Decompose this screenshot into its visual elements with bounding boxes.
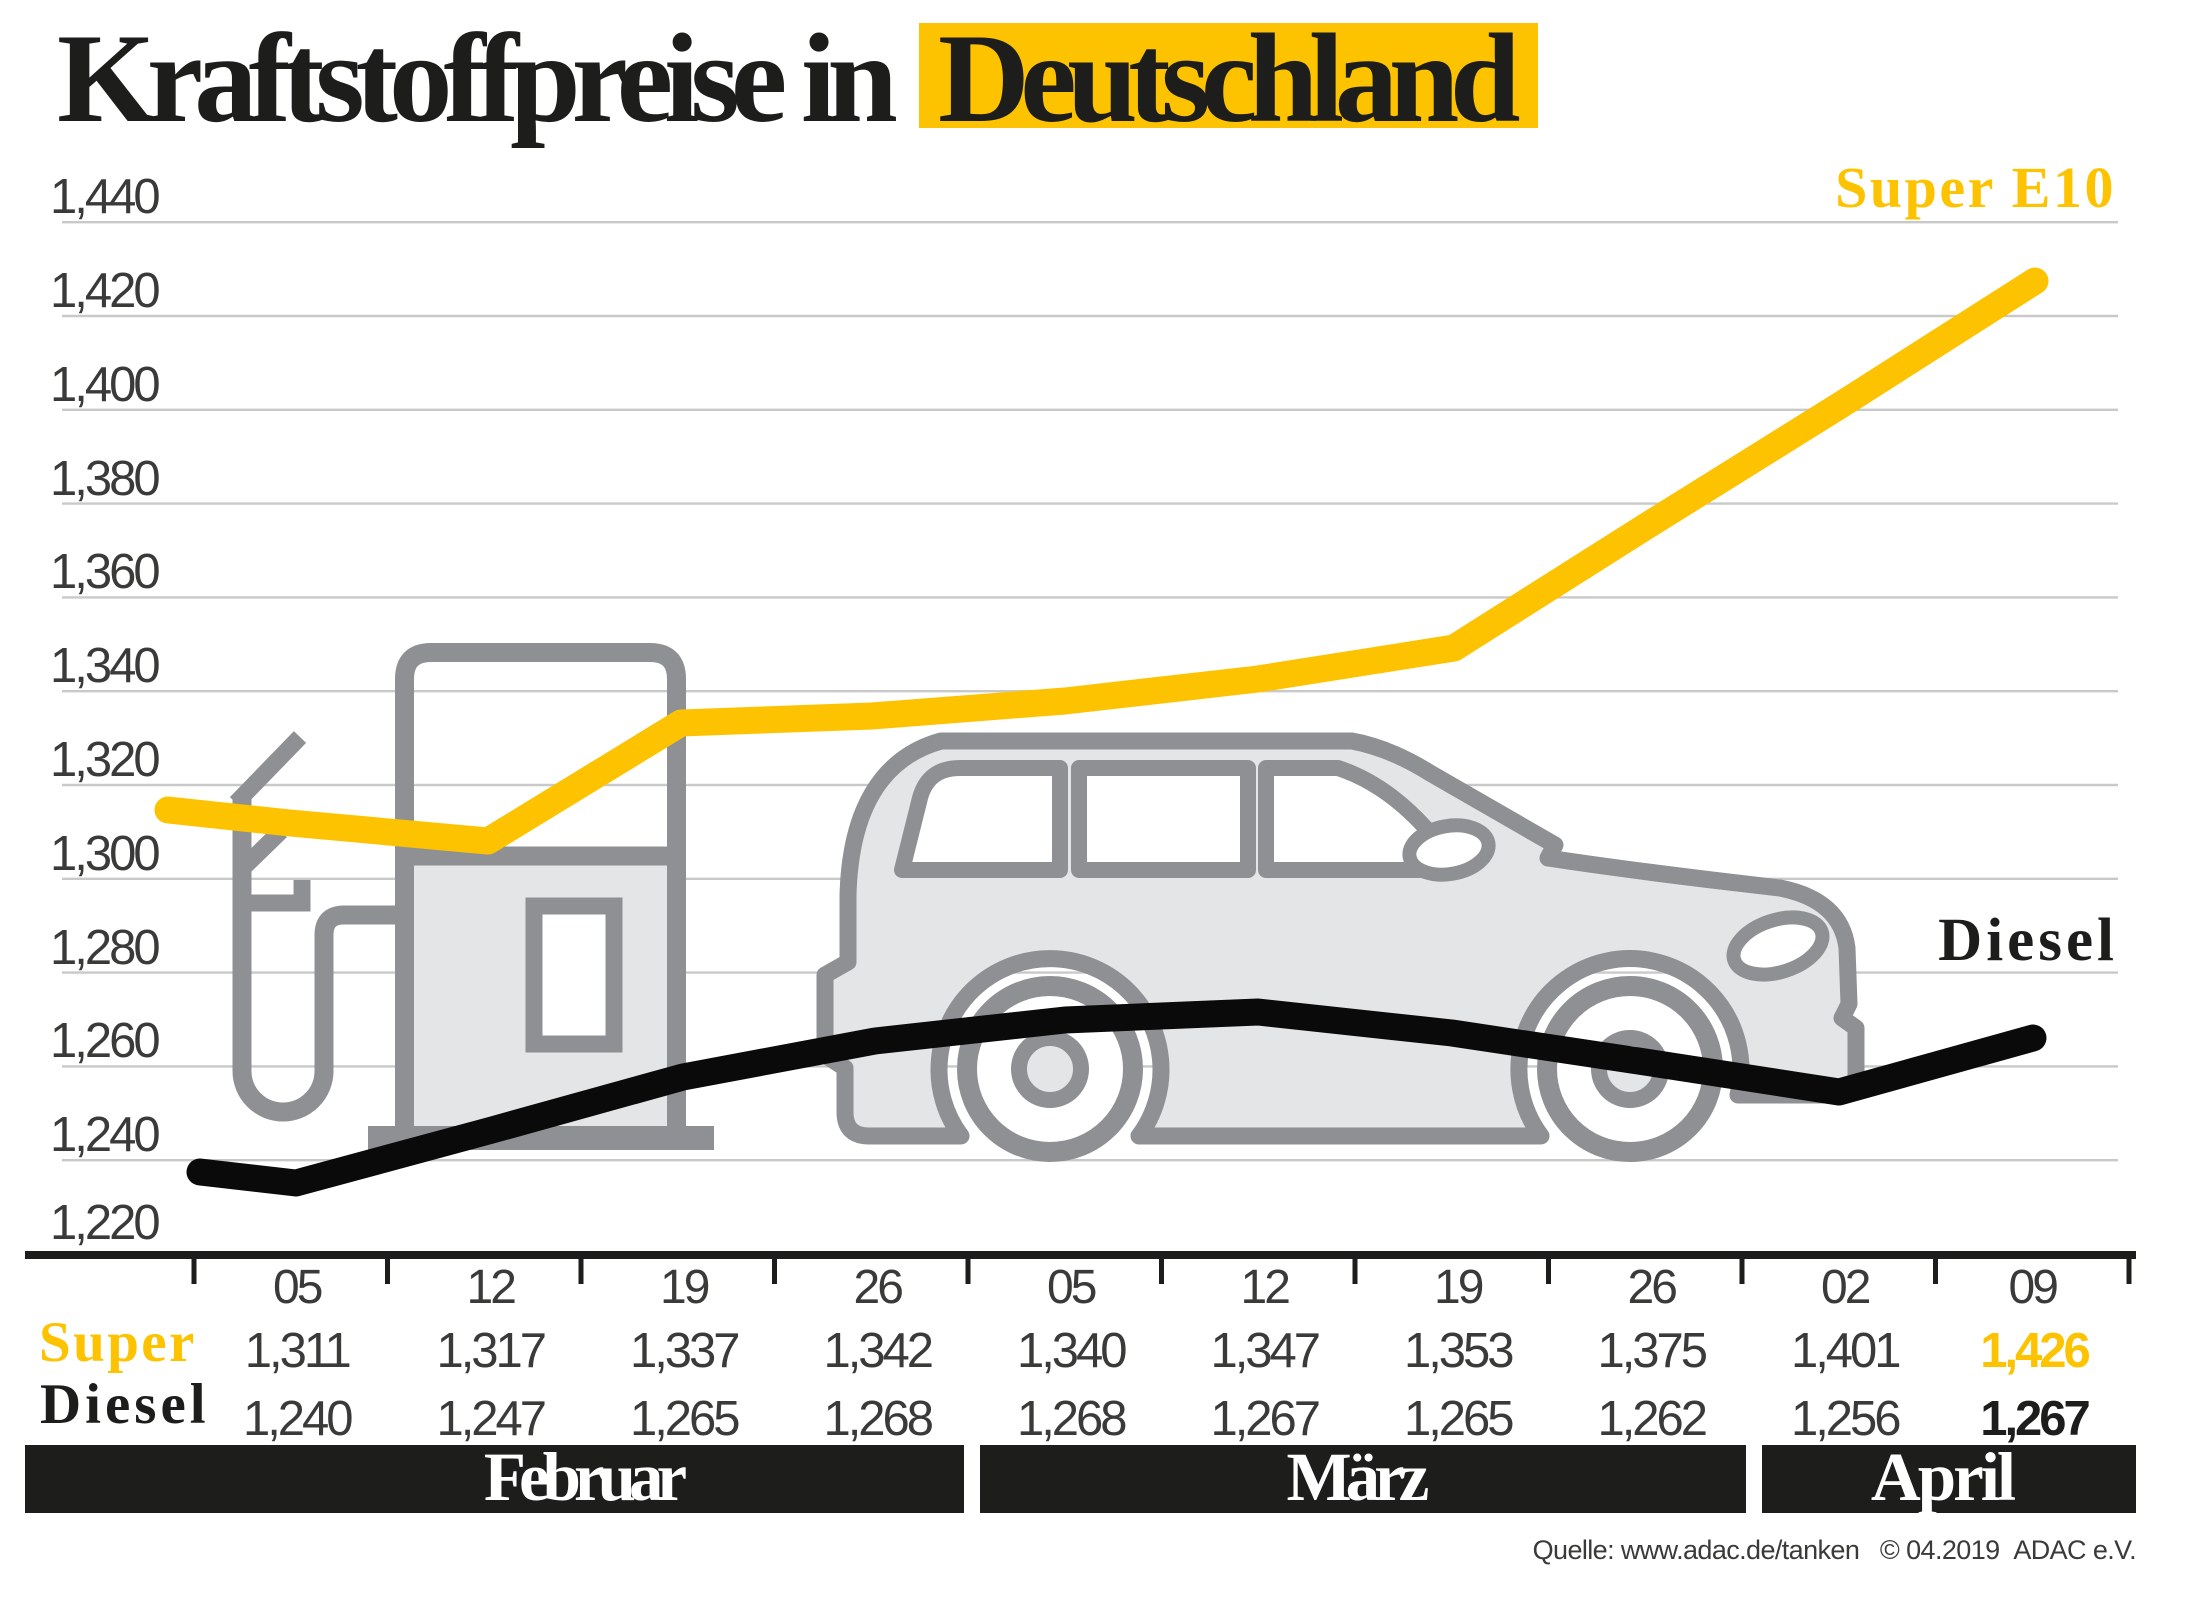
svg-text:Quelle: www.adac.de/tanken ©: Quelle: www.adac.de/tanken © 04.2019 ADA… <box>1533 1535 2136 1565</box>
svg-text:1,340: 1,340 <box>1017 1324 1126 1378</box>
svg-text:19: 19 <box>660 1261 709 1314</box>
svg-text:12: 12 <box>467 1261 516 1314</box>
svg-text:1,420: 1,420 <box>50 264 159 318</box>
svg-text:1,342: 1,342 <box>823 1324 931 1378</box>
svg-text:1,300: 1,300 <box>50 827 159 881</box>
svg-text:1,268: 1,268 <box>823 1392 932 1446</box>
svg-text:1,265: 1,265 <box>1404 1392 1513 1446</box>
svg-text:1,311: 1,311 <box>245 1324 350 1378</box>
svg-text:26: 26 <box>1628 1261 1677 1314</box>
svg-text:1,375: 1,375 <box>1597 1324 1706 1378</box>
svg-text:1,247: 1,247 <box>436 1392 544 1446</box>
svg-text:05: 05 <box>1047 1261 1096 1314</box>
svg-text:Deutschland: Deutschland <box>938 9 1520 149</box>
svg-text:Super: Super <box>39 1311 197 1374</box>
svg-text:1,347: 1,347 <box>1210 1324 1318 1378</box>
svg-text:1,267: 1,267 <box>1210 1392 1318 1446</box>
svg-text:Diesel: Diesel <box>40 1373 210 1436</box>
svg-text:09: 09 <box>2009 1261 2058 1314</box>
svg-text:April: April <box>1871 1439 2015 1515</box>
svg-text:1,426: 1,426 <box>1980 1324 2089 1378</box>
svg-text:1,337: 1,337 <box>630 1324 738 1378</box>
svg-text:1,440: 1,440 <box>50 170 159 224</box>
svg-text:1,360: 1,360 <box>50 545 159 599</box>
svg-text:1,240: 1,240 <box>243 1392 352 1446</box>
svg-text:1,265: 1,265 <box>630 1392 739 1446</box>
svg-text:02: 02 <box>1821 1261 1870 1314</box>
svg-text:1,267: 1,267 <box>1980 1392 2089 1446</box>
svg-text:1,260: 1,260 <box>50 1014 159 1068</box>
svg-text:Super E10: Super E10 <box>1835 155 2116 220</box>
svg-text:1,240: 1,240 <box>50 1108 159 1162</box>
svg-text:1,401: 1,401 <box>1791 1324 1899 1378</box>
svg-text:12: 12 <box>1241 1261 1290 1314</box>
svg-text:1,268: 1,268 <box>1017 1392 1126 1446</box>
svg-text:1,262: 1,262 <box>1597 1392 1705 1446</box>
svg-text:1,400: 1,400 <box>50 358 159 412</box>
svg-text:1,340: 1,340 <box>50 639 159 693</box>
svg-text:März: März <box>1287 1439 1429 1515</box>
svg-text:19: 19 <box>1434 1261 1483 1314</box>
svg-text:1,353: 1,353 <box>1404 1324 1513 1378</box>
svg-text:1,380: 1,380 <box>50 452 159 506</box>
svg-text:Diesel: Diesel <box>1938 907 2118 974</box>
svg-text:26: 26 <box>854 1261 903 1314</box>
svg-text:1,320: 1,320 <box>50 733 159 787</box>
svg-text:05: 05 <box>273 1261 322 1314</box>
svg-text:Februar: Februar <box>484 1439 687 1515</box>
svg-text:1,220: 1,220 <box>50 1196 159 1250</box>
svg-text:1,317: 1,317 <box>436 1324 544 1378</box>
svg-text:1,280: 1,280 <box>50 921 159 975</box>
svg-text:1,256: 1,256 <box>1791 1392 1900 1446</box>
svg-text:Kraftstoffpreise in: Kraftstoffpreise in <box>57 9 896 149</box>
